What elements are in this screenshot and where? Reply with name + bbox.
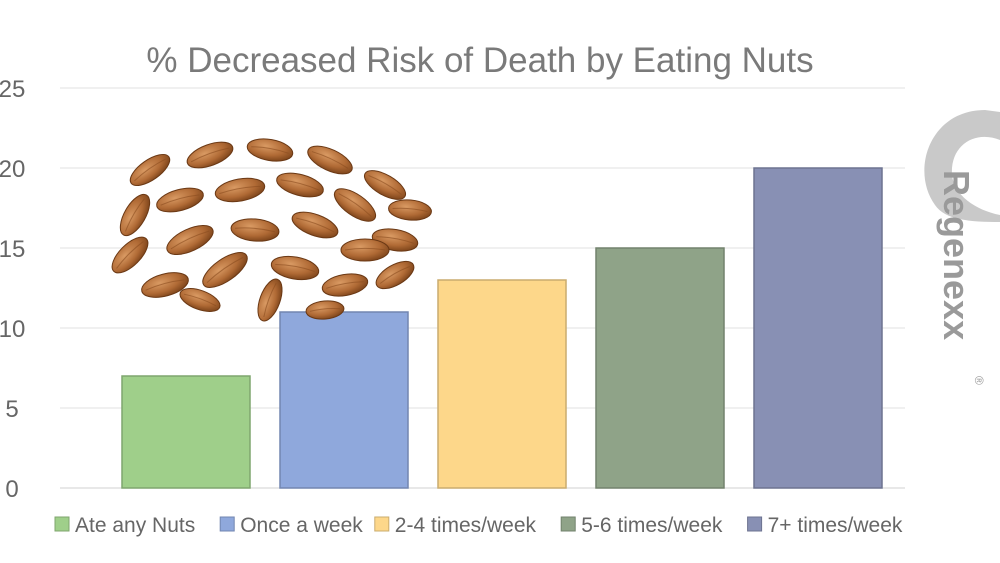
almond-icon [179,288,221,312]
legend-swatch [560,516,576,532]
almond-icon [214,177,266,203]
logo-text: Regenexx [936,170,977,340]
logo-registered-mark: ® [972,376,986,385]
almond-icon [305,300,345,320]
legend-label: 5-6 times/week [581,514,723,537]
almond-icon [202,252,248,288]
logo-swirl-icon [924,110,1000,222]
almond-icon [333,188,377,222]
almond-icon [363,170,407,200]
almond-icon [186,141,234,169]
almond-icon [246,138,294,162]
almond-icon [321,273,369,297]
y-tick-label: 5 [5,396,18,423]
almond-icon [307,145,353,175]
legend-swatch [747,516,763,532]
almond-icon [156,187,204,213]
almond-icon [257,278,283,322]
almond-icon [119,193,151,237]
almond-icon [340,238,390,262]
almond-icon [388,199,432,221]
legend-swatch [219,516,235,532]
almond-icon [230,218,280,242]
almond-icon [276,172,324,198]
almond-icon [375,260,415,290]
regenexx-logo: Regenexx ® [924,110,1000,385]
bar-layer [121,167,883,489]
almond-icon [141,272,189,298]
legend: Ate any Nuts Once a week 2-4 times/week 5-6… [54,514,903,537]
legend-label: Once a week [240,514,363,537]
bar [753,167,883,489]
legend-swatch [374,516,390,532]
almonds-pile-icon [111,138,432,322]
y-tick-label: 0 [5,476,18,503]
almond-icon [111,236,149,274]
legend-label: 2-4 times/week [395,514,537,537]
almond-icon [166,224,214,256]
bar [279,311,409,489]
chart-title: % Decreased Risk of Death by Eating Nuts [146,41,813,80]
bar [121,375,251,489]
legend-swatch [54,516,70,532]
y-tick-label: 15 [0,236,25,263]
y-tick-label: 10 [0,316,25,343]
almond-icon [129,153,171,187]
legend-label: Ate any Nuts [75,514,195,537]
y-tick-label: 20 [0,156,25,183]
legend-label: 7+ times/week [768,514,903,537]
bar [595,247,725,489]
y-tick-label: 25 [0,76,25,103]
bar [437,279,567,489]
almond-icon [270,255,320,281]
almond-icon [291,211,339,239]
